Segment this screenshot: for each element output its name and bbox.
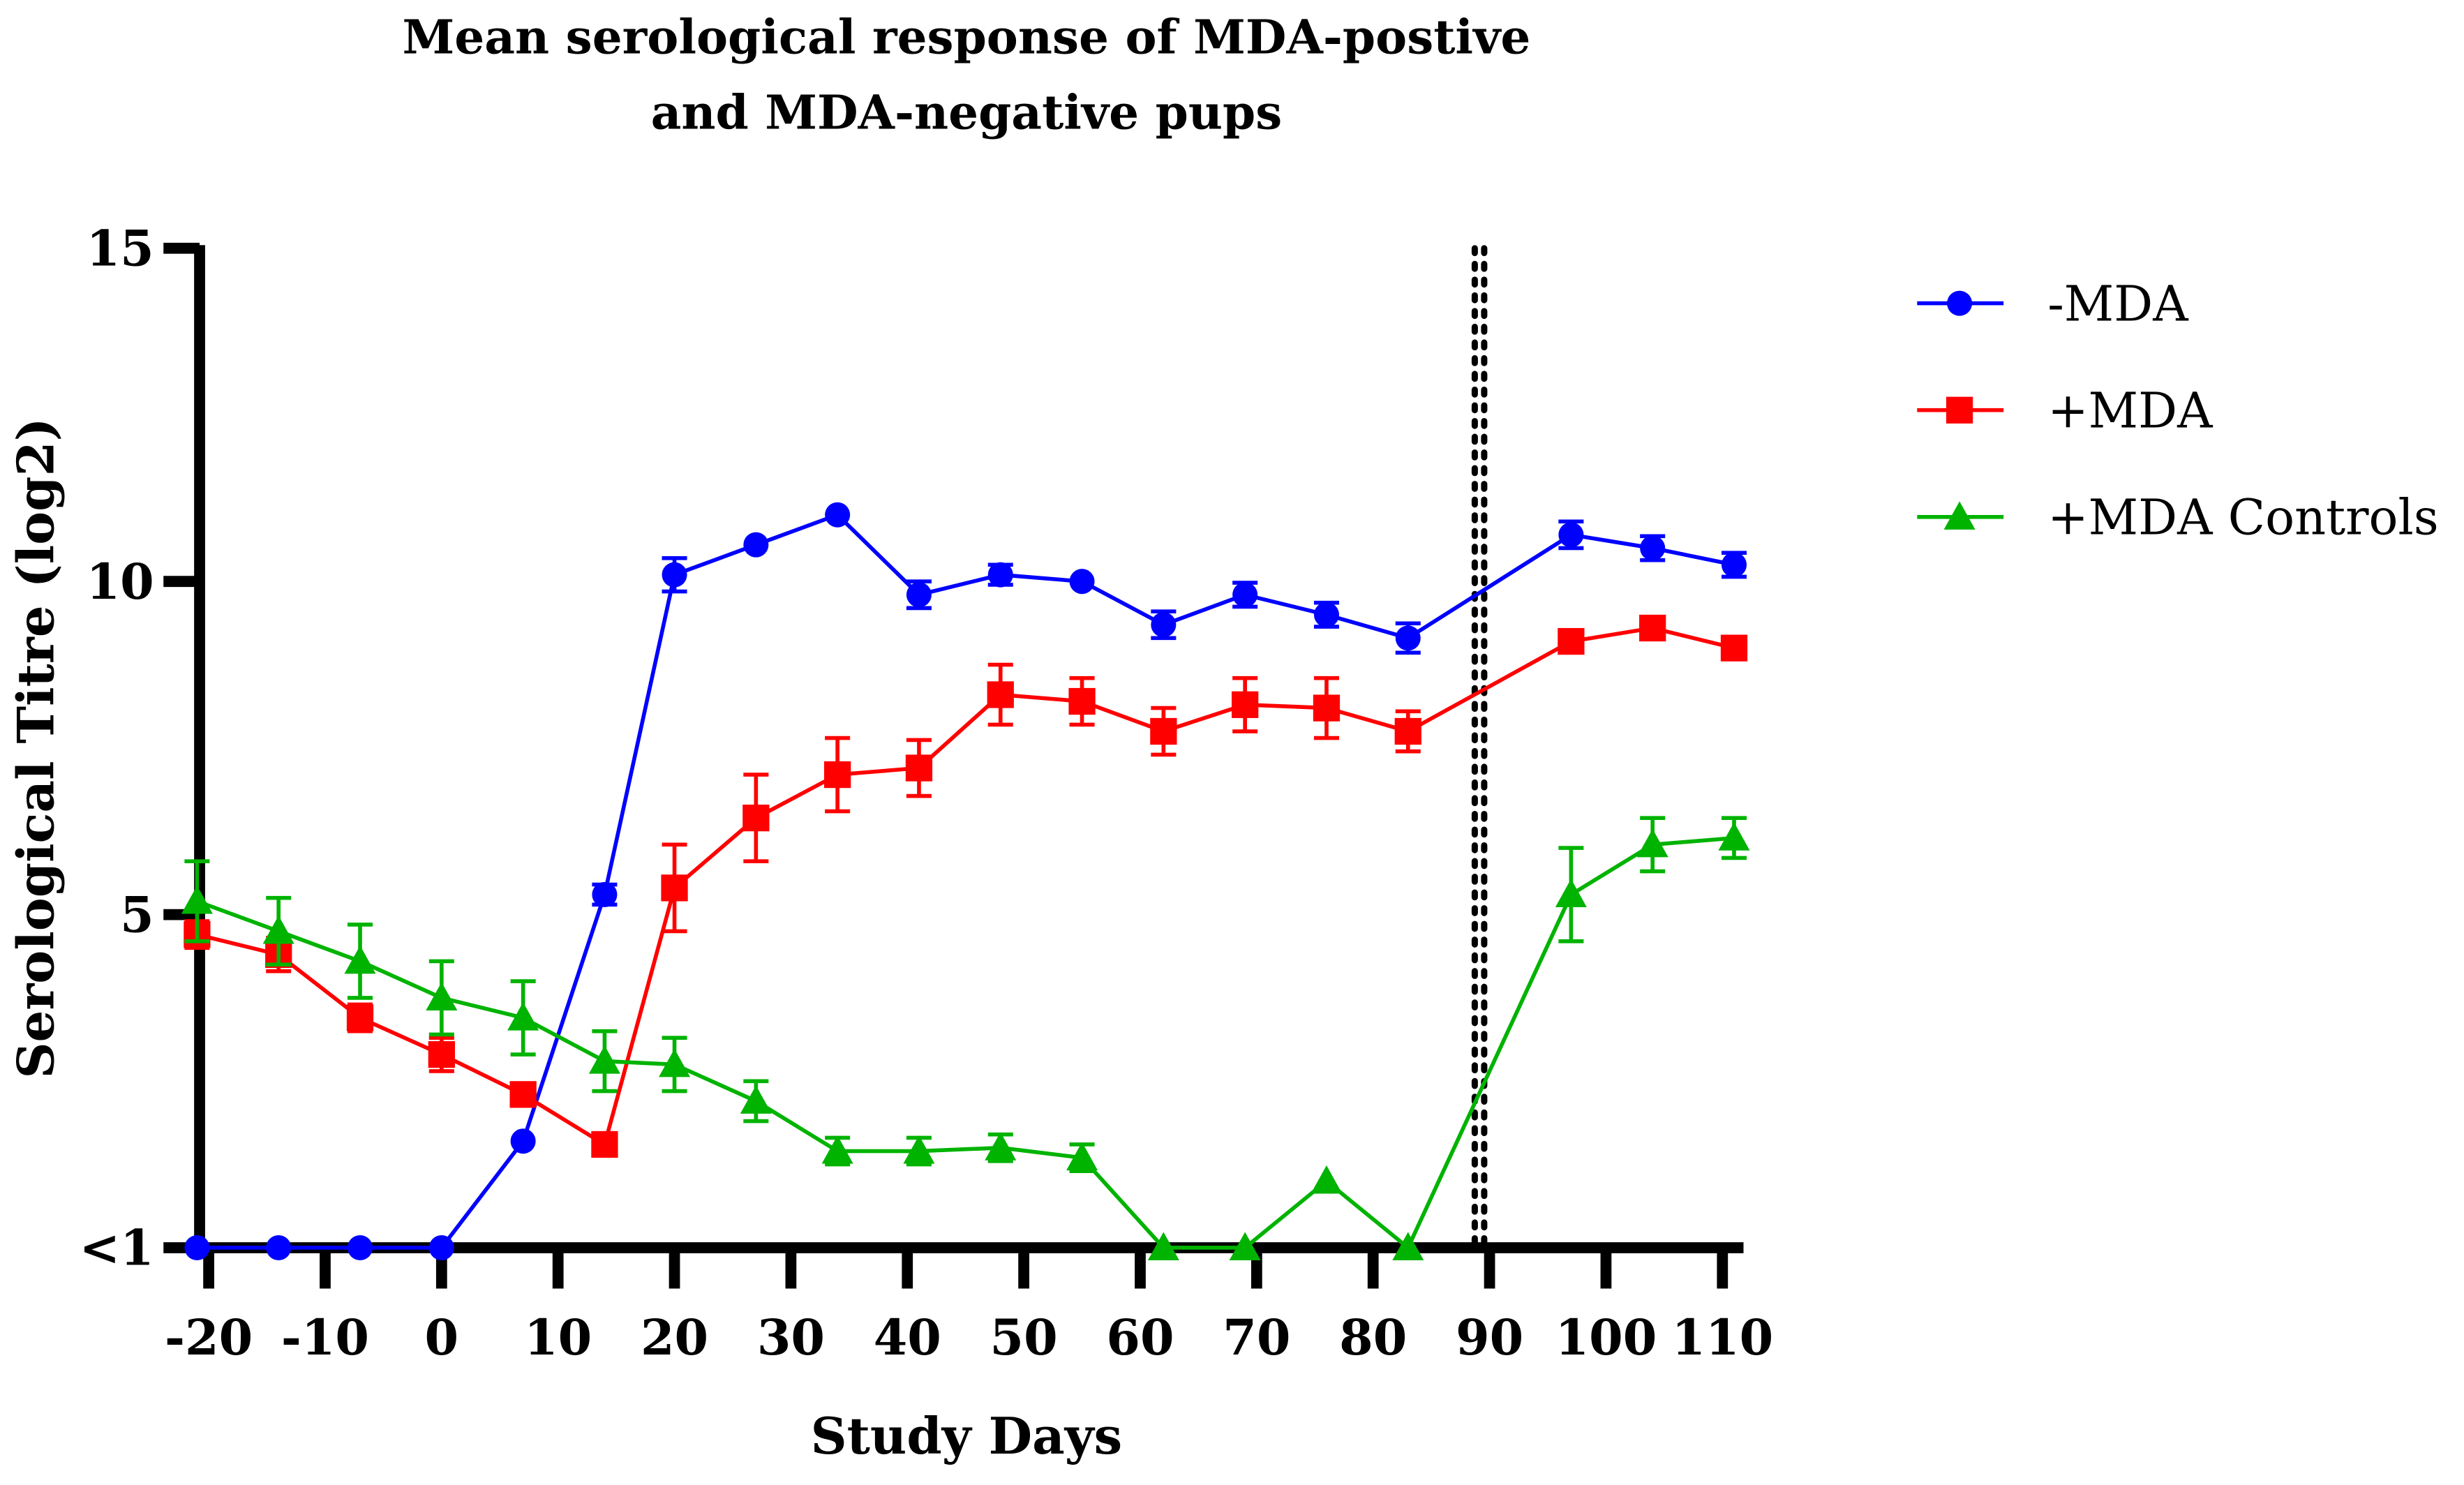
data-point [1066,1142,1098,1171]
data-point [591,1130,618,1158]
legend-label: -MDA [2047,276,2189,332]
data-point [428,1234,454,1260]
data-point [426,982,458,1010]
y-axis-label: Serological Titre (log2) [6,417,66,1078]
y-tick-label: 15 [87,221,154,278]
data-point [344,945,376,974]
data-point [262,915,294,944]
data-point [1558,522,1584,548]
data-point [1313,694,1341,722]
data-point [903,1135,935,1164]
data-point [987,681,1014,708]
data-point [588,1045,620,1074]
x-tick-label: 50 [990,1309,1058,1366]
data-point [1721,552,1747,578]
data-point [1395,625,1421,651]
x-tick-label: 0 [425,1309,459,1366]
legend-marker [1946,396,1973,424]
chart-title-line2: and MDA-negative pups [651,85,1283,140]
legend-marker [1943,501,1976,530]
series-2 [181,816,1750,1260]
data-point [184,1234,210,1260]
x-tick-label: 110 [1671,1309,1773,1366]
x-tick-label: 70 [1223,1309,1290,1366]
data-point [1069,569,1095,595]
y-tick-label: 10 [87,553,154,611]
data-point [507,1002,539,1031]
data-point [743,532,769,558]
chart-title-line1: Mean serological response of MDA-postive [403,10,1531,65]
data-point [1558,627,1585,655]
data-point [509,1081,537,1108]
x-tick-label: -10 [281,1309,369,1366]
data-point [510,1128,536,1154]
data-point [1392,1232,1424,1260]
data-point [1718,822,1750,851]
data-point [1232,582,1258,608]
data-point [1151,612,1177,638]
legend-marker [1947,290,1973,316]
data-point [659,1048,691,1077]
series-line [197,512,1735,1250]
data-point [1640,535,1666,561]
data-point [1150,717,1177,745]
data-point [1720,634,1748,662]
x-tick-label: 60 [1106,1309,1174,1366]
series-line [196,626,1735,1148]
x-tick-label: 10 [524,1309,592,1366]
legend: -MDA +MDA +MDA Controls [1917,276,2439,546]
data-point [428,1040,455,1068]
data-point [825,502,851,528]
data-point [1147,1232,1179,1260]
legend-label: +MDA Controls [2047,490,2438,546]
data-point [346,1004,374,1031]
data-point [987,562,1013,588]
series-line [196,835,1735,1251]
data-point [1639,614,1666,642]
data-point [348,1234,373,1260]
data-point [824,761,851,789]
y-tick-label: <1 [80,1220,154,1277]
data-point [1068,687,1096,715]
data-point [1311,1165,1343,1194]
data-point [1313,602,1339,627]
x-tick-label: 40 [874,1309,941,1366]
data-point [905,754,933,782]
legend-label: +MDA [2047,383,2213,440]
series-0 [184,502,1747,1260]
data-point [1229,1232,1261,1260]
data-point [985,1132,1017,1161]
x-tick-label: 30 [757,1309,825,1366]
x-tick-label: 20 [641,1309,708,1366]
series-1 [184,614,1748,1158]
data-point [661,874,688,902]
data-point [742,804,770,832]
x-tick-label: -20 [165,1309,253,1366]
data-point [821,1135,853,1164]
data-point [740,1085,772,1114]
y-tick-label: 5 [120,886,154,943]
x-axis-label: Study Days [811,1406,1123,1465]
data-point [1555,879,1587,907]
x-tick-label: 100 [1555,1309,1657,1366]
x-tick-label: 80 [1339,1309,1407,1366]
data-point [906,582,932,608]
data-point [1636,828,1668,858]
data-point [266,1234,292,1260]
data-point [1394,717,1421,745]
data-point [592,881,618,907]
data-point [662,562,687,588]
data-point [1232,691,1259,718]
x-tick-label: 90 [1456,1309,1523,1366]
data-point [181,885,213,914]
